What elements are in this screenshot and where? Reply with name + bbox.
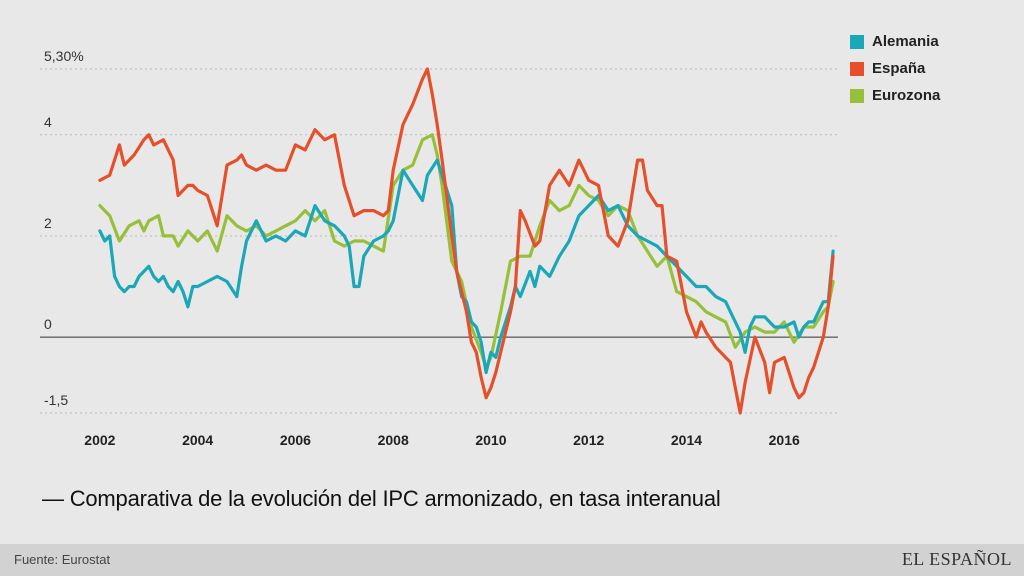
y-tick-label: -1,5 (44, 392, 68, 408)
chart-caption: — Comparativa de la evolución del IPC ar… (42, 486, 721, 511)
series-lines (98, 67, 835, 415)
x-tick-label: 2012 (573, 432, 604, 448)
y-tick-label: 2 (44, 215, 52, 231)
grid-lines (40, 68, 838, 414)
legend: Alemania España Eurozona (850, 28, 940, 109)
x-tick-label: 2004 (182, 432, 213, 448)
legend-label-eurozona: Eurozona (872, 87, 941, 104)
x-tick-label: 2008 (378, 432, 409, 448)
y-tick-label: 0 (44, 316, 52, 332)
source-text: Fuente: Eurostat (14, 552, 111, 567)
series-line-alemania (98, 158, 835, 375)
series-line-espana (98, 67, 835, 415)
legend-swatch-espana (850, 61, 864, 76)
x-tick-label: 2010 (475, 432, 506, 448)
y-tick-label: 4 (44, 114, 52, 130)
x-tick-label: 2016 (769, 432, 800, 448)
line-chart: 5,30% 4 2 0 -1,5 2002 2004 2006 2008 2010 2012 201… (40, 48, 838, 448)
y-axis-labels: 5,30% 4 2 0 -1,5 (44, 48, 84, 408)
legend-item-espana: España (850, 55, 940, 82)
chart-area: 5,30% 4 2 0 -1,5 2002 2004 2006 2008 2010 2012 201… (40, 28, 940, 448)
legend-swatch-alemania (850, 34, 864, 49)
legend-label-alemania: Alemania (872, 33, 939, 50)
footer-bar: Fuente: Eurostat EL ESPAÑOL (0, 544, 1024, 576)
x-tick-label: 2014 (671, 432, 702, 448)
y-tick-label: 5,30% (44, 48, 84, 64)
x-tick-label: 2002 (84, 432, 115, 448)
brand-logo: EL ESPAÑOL (901, 549, 1012, 569)
legend-item-alemania: Alemania (850, 28, 940, 55)
legend-label-espana: España (872, 60, 926, 77)
series-line-eurozona (98, 133, 835, 370)
legend-swatch-eurozona (850, 88, 864, 103)
x-tick-label: 2006 (280, 432, 311, 448)
legend-item-eurozona: Eurozona (850, 82, 940, 109)
x-axis-labels: 2002 2004 2006 2008 2010 2012 2014 2016 (84, 432, 800, 448)
